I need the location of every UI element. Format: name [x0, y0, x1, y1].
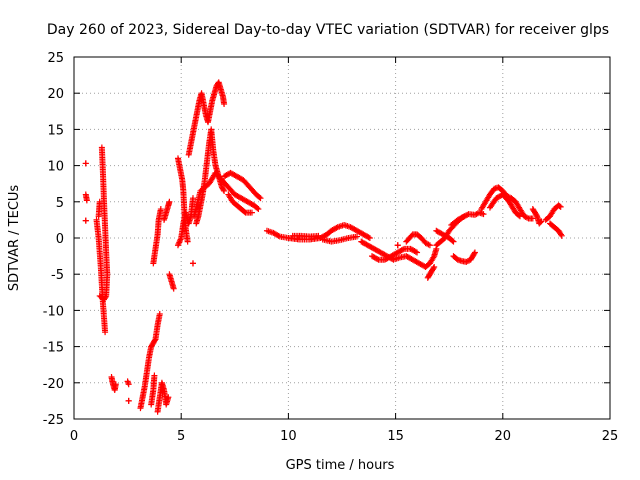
x-tick-label: 20 — [495, 429, 512, 444]
y-tick-label: 0 — [56, 232, 64, 247]
data-point — [459, 214, 466, 221]
data-point — [220, 186, 227, 193]
data-series — [93, 144, 111, 336]
data-series — [108, 374, 132, 404]
data-point — [480, 211, 487, 218]
plot-frame — [73, 56, 611, 420]
grid — [74, 57, 610, 419]
data-point — [125, 397, 132, 404]
data-point — [471, 249, 478, 256]
x-tick-label: 15 — [387, 429, 404, 444]
data-point — [414, 249, 421, 256]
data-point — [241, 208, 248, 215]
ticks: 0 5 10 15 20 25 -25 -20 -15 -10 -5 0 5 10 15 20 25 — [43, 51, 619, 444]
data-series — [433, 209, 487, 265]
data-points — [82, 79, 565, 415]
data-series — [191, 126, 264, 227]
data-point — [256, 194, 263, 201]
data-series — [174, 79, 228, 267]
data-point — [248, 209, 255, 216]
data-point — [365, 234, 372, 241]
data-point — [170, 285, 177, 292]
data-point — [394, 242, 401, 249]
y-tick-label: 10 — [47, 160, 64, 175]
data-point — [112, 381, 119, 388]
y-tick-label: -15 — [43, 341, 64, 356]
data-point — [431, 263, 438, 270]
data-point — [315, 232, 322, 239]
data-point — [538, 218, 545, 225]
data-series — [137, 206, 164, 412]
data-point — [516, 213, 523, 220]
data-point — [333, 224, 340, 231]
data-point — [151, 337, 158, 344]
x-axis-label: GPS time / hours — [286, 458, 395, 473]
data-point — [83, 197, 90, 204]
data-point — [556, 203, 563, 210]
data-point — [166, 198, 173, 205]
data-point — [184, 238, 191, 245]
data-point — [430, 265, 437, 272]
y-tick-label: 25 — [47, 51, 64, 66]
data-point — [471, 250, 478, 257]
data-point — [165, 394, 172, 401]
data-point — [102, 329, 109, 336]
x-tick-label: 25 — [602, 429, 619, 444]
data-series — [263, 221, 373, 245]
data-point — [558, 232, 565, 239]
y-tick-label: -20 — [43, 377, 64, 392]
y-tick-label: 5 — [56, 196, 64, 211]
y-axis-label: SDTVAR / TECUs — [7, 185, 22, 292]
data-point — [156, 311, 163, 318]
x-tick-label: 0 — [70, 429, 78, 444]
data-series — [154, 198, 177, 415]
data-point — [461, 213, 468, 220]
data-point — [374, 255, 381, 262]
data-point — [450, 238, 457, 245]
data-point — [533, 212, 540, 219]
data-series — [82, 160, 90, 224]
data-point — [366, 235, 373, 241]
data-point — [529, 215, 536, 222]
data-point — [515, 212, 522, 219]
data-point — [449, 237, 456, 244]
chart-title: Day 260 of 2023, Sidereal Day-to-day VTE… — [47, 22, 609, 38]
data-point — [151, 372, 158, 379]
data-series — [358, 231, 440, 281]
data-point — [557, 203, 564, 210]
data-point — [97, 293, 104, 300]
data-point — [189, 260, 196, 267]
y-tick-label: 20 — [47, 87, 64, 102]
data-series — [478, 184, 565, 239]
x-tick-label: 10 — [280, 429, 297, 444]
data-point — [221, 187, 228, 194]
data-point — [254, 205, 261, 212]
y-tick-label: -10 — [43, 304, 64, 319]
data-point — [412, 248, 419, 255]
y-tick-label: -25 — [43, 413, 64, 428]
data-point — [82, 217, 89, 224]
y-tick-label: -5 — [51, 268, 64, 283]
data-point — [96, 292, 103, 299]
data-point — [557, 231, 564, 238]
data-point — [399, 246, 406, 253]
x-tick-label: 5 — [177, 429, 185, 444]
data-point — [125, 381, 132, 388]
data-point — [157, 206, 164, 213]
data-point — [275, 232, 282, 239]
data-point — [426, 242, 433, 249]
data-point — [255, 206, 262, 213]
y-tick-label: 15 — [47, 123, 64, 138]
data-point — [354, 233, 361, 240]
data-point — [189, 195, 196, 202]
data-point — [82, 160, 89, 167]
data-point — [221, 101, 228, 108]
data-point — [537, 219, 544, 226]
data-point — [257, 195, 264, 202]
